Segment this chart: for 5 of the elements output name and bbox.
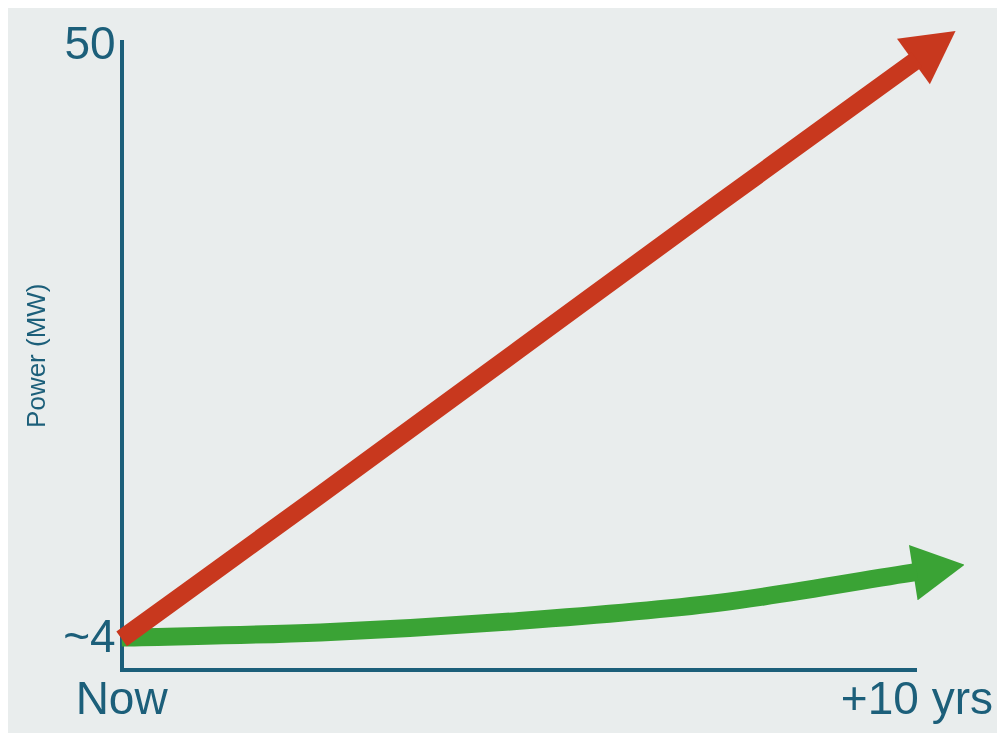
y-tick-label: ~4 bbox=[63, 609, 116, 662]
x-tick-label: +10 yrs bbox=[840, 672, 994, 725]
y-tick-label: 50 bbox=[64, 17, 116, 70]
y-axis-title: Power (MW) bbox=[20, 283, 51, 428]
x-tick-label: Now bbox=[75, 672, 169, 725]
